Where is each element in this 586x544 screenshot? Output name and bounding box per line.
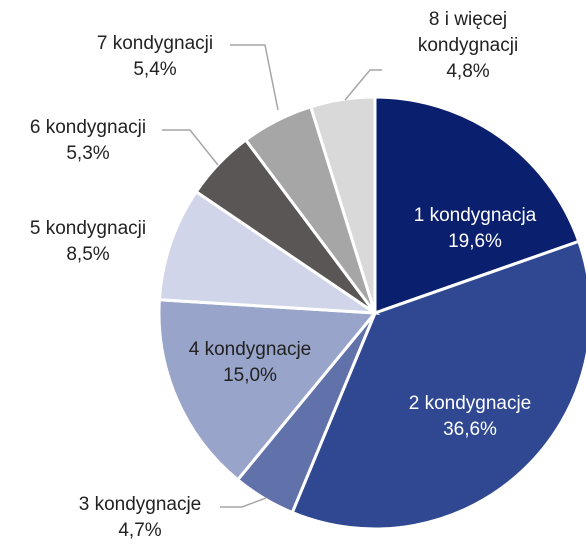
slice-value: 4,7% — [118, 520, 162, 541]
slice-value: 4,8% — [446, 61, 490, 82]
pie-slice — [290, 239, 586, 531]
slice-value: 15,0% — [223, 365, 277, 386]
leader-line — [220, 497, 267, 508]
pie-slice — [157, 298, 379, 482]
slice-label: 4 kondygnacje — [188, 339, 312, 360]
slice-label: 7 kondygnacji — [96, 33, 214, 54]
slice-value: 19,6% — [448, 231, 502, 252]
slice-label: 1 kondygnacja — [413, 205, 537, 226]
slice-label: 8 i więcej kondygnacji — [417, 9, 519, 56]
pie-slice — [157, 189, 381, 315]
pie-slice — [308, 95, 377, 314]
leader-line — [230, 44, 279, 111]
slice-value: 5,4% — [133, 59, 177, 80]
slice-label: 6 kondygnacji — [29, 117, 147, 138]
slice-value: 5,3% — [66, 143, 110, 164]
slice-label: 3 kondygnacje — [78, 494, 202, 515]
leader-line — [344, 69, 382, 101]
slice-value: 8,5% — [66, 244, 110, 265]
slice-value: 36,6% — [443, 419, 497, 440]
slice-label: 5 kondygnacji — [29, 218, 147, 239]
slice-label: 2 kondygnacje — [408, 393, 532, 414]
leader-line — [162, 129, 219, 166]
